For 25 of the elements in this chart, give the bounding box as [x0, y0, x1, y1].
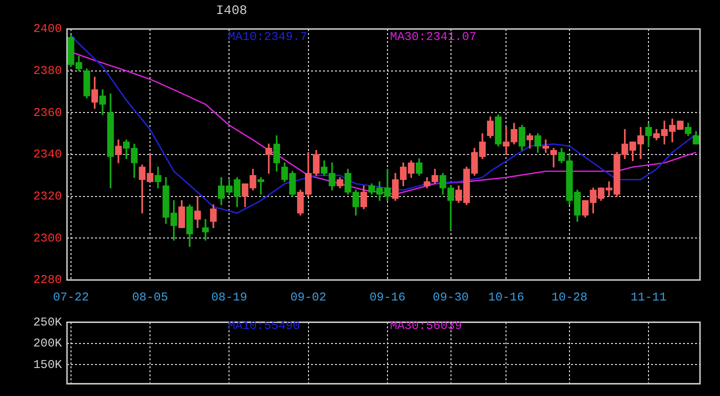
x-tick-label: 09-30 [432, 290, 469, 304]
annotation: MA30:56039 [390, 319, 462, 333]
x-tick-label: 08-19 [211, 290, 248, 304]
x-tick-label: 08-05 [132, 290, 168, 304]
x-tick-label: 10-28 [551, 290, 588, 304]
x-tick-label: 10-16 [488, 290, 524, 304]
y-tick-label: 2320 [33, 190, 62, 204]
y-tick-label: 2400 [33, 22, 62, 36]
annotation: MA10:55490 [228, 319, 300, 333]
chart-title: I408 [216, 3, 248, 18]
x-tick-label: 07-22 [52, 290, 89, 304]
y-tick-label: 150K [33, 358, 63, 372]
y-tick-label: 200K [33, 336, 63, 351]
candlestick [202, 219, 209, 241]
x-tick-label: 09-02 [290, 290, 326, 304]
x-tick-label: 09-16 [369, 290, 406, 304]
y-tick-label: 2280 [33, 273, 62, 288]
y-tick-label: 2300 [33, 231, 62, 246]
text: MA30:2341.07 [390, 30, 476, 44]
text: MA10:2349.7 [228, 30, 308, 44]
y-tick-label: 2340 [33, 148, 62, 162]
x-tick-label: 11-11 [630, 290, 667, 304]
y-tick-label: 250K [33, 315, 63, 330]
y-tick-label: 2380 [33, 64, 62, 78]
y-tick-label: 2360 [33, 106, 62, 120]
